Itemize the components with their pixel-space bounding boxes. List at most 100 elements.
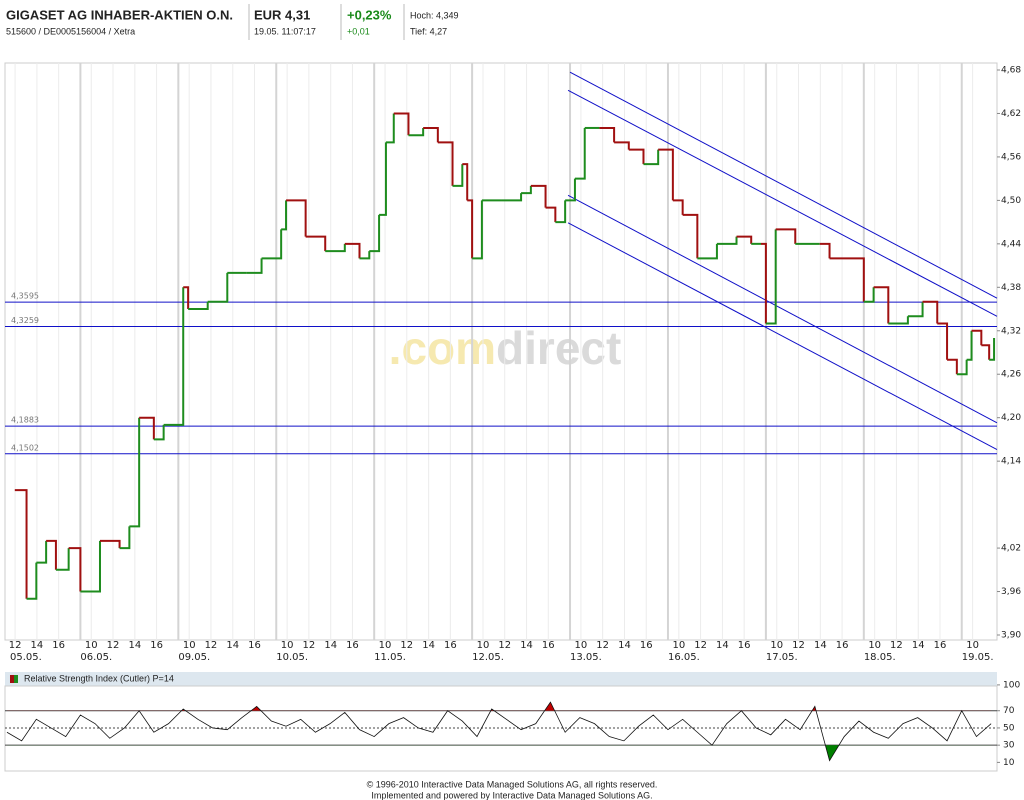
x-tick-label: 10	[770, 640, 783, 651]
trend-line	[567, 222, 998, 451]
price-step	[775, 228, 797, 244]
x-tick-label: 12	[400, 640, 413, 651]
date-label: 16.05.	[668, 652, 700, 663]
y-tick-label: 4,14	[1001, 457, 1021, 467]
price-step	[956, 359, 968, 376]
price-step	[981, 344, 991, 360]
price-step	[530, 184, 547, 208]
price-step	[599, 126, 616, 143]
price-step	[819, 242, 831, 259]
x-tick-label: 16	[150, 640, 163, 651]
price: EUR 4,31	[254, 7, 310, 22]
y-tick-label: 4,20	[1001, 413, 1021, 423]
price-step	[873, 286, 890, 324]
x-tick-label: 10	[183, 640, 196, 651]
support-label: 4,3259	[11, 316, 39, 325]
price-step	[207, 272, 229, 303]
price-step	[658, 148, 674, 201]
rsi-plot-frame	[4, 685, 998, 772]
price-step	[472, 200, 483, 260]
price-step	[325, 243, 346, 253]
date-label: 10.05.	[276, 652, 308, 663]
y-tick-label: 4,02	[1001, 544, 1021, 554]
x-tick-label: 14	[324, 640, 337, 651]
y-tick-label: 50	[1003, 723, 1015, 733]
price-step	[971, 329, 983, 346]
price-step	[36, 540, 48, 564]
day-high: Hoch: 4,349	[410, 10, 459, 20]
support-label: 4,1502	[11, 443, 39, 452]
price-step	[46, 539, 57, 570]
x-tick-label: 14	[520, 640, 533, 651]
x-tick-label: 10	[868, 640, 881, 651]
rsi-header-bar	[5, 672, 997, 686]
price-step	[163, 287, 185, 426]
price-step	[462, 163, 469, 201]
y-tick-label: 70	[1003, 706, 1015, 716]
price-step	[555, 200, 567, 224]
x-tick-label: 16	[640, 640, 653, 651]
price-step	[188, 301, 209, 311]
date-label: 17.05.	[766, 652, 798, 663]
rsi-line	[6, 701, 992, 762]
x-tick-label: 16	[346, 640, 359, 651]
y-tick-label: 3,96	[1001, 587, 1021, 597]
price-step	[467, 199, 474, 259]
x-tick-label: 16	[248, 640, 261, 651]
x-tick-label: 16	[542, 640, 555, 651]
y-tick-label: 4,56	[1001, 152, 1021, 162]
price-step	[452, 164, 464, 187]
date-label: 12.05.	[472, 652, 504, 663]
price-step	[682, 213, 699, 259]
y-tick-label: 30	[1003, 741, 1015, 751]
price-step	[501, 193, 523, 202]
x-tick-label: 10	[672, 640, 685, 651]
x-tick-label: 12	[498, 640, 511, 651]
price-step	[989, 338, 996, 361]
price-step	[937, 322, 949, 360]
price-step	[966, 330, 973, 361]
y-tick-label: 4,38	[1001, 283, 1021, 293]
y-tick-label: 4,32	[1001, 326, 1021, 336]
date-label: 06.05.	[80, 652, 112, 663]
price-step	[344, 242, 361, 259]
rsi-icon	[10, 675, 14, 683]
x-tick-label: 12	[694, 640, 707, 651]
x-tick-label: 14	[618, 640, 631, 651]
watermark-part: .com	[389, 322, 496, 374]
x-tick-label: 14	[422, 640, 435, 651]
price-step	[565, 178, 576, 202]
price-step	[922, 300, 939, 324]
price-step	[888, 316, 909, 325]
price-step	[119, 526, 131, 550]
trend-line	[569, 71, 998, 299]
price-plot-frame	[4, 62, 998, 641]
price-step	[765, 229, 777, 325]
rsi-title: Relative Strength Index (Cutler) P=14	[24, 673, 174, 683]
price-step	[68, 547, 82, 592]
support-label: 4,3595	[11, 292, 39, 301]
trend-line	[567, 89, 998, 317]
date-label: 13.05.	[570, 652, 602, 663]
x-tick-label: 12	[9, 640, 22, 651]
stock-identifier: 515600 / DE0005156004 / Xetra	[6, 26, 135, 36]
price-step	[863, 287, 875, 303]
price-step	[643, 149, 660, 166]
price-step	[183, 286, 190, 310]
x-tick-label: 16	[934, 640, 947, 651]
price-step	[139, 416, 155, 440]
price-step	[672, 199, 684, 215]
price-step	[947, 358, 958, 375]
x-tick-label: 14	[226, 640, 239, 651]
price-step	[393, 112, 410, 136]
y-tick-label: 4,62	[1001, 109, 1021, 119]
price-step	[829, 257, 865, 302]
price-step	[26, 562, 38, 600]
watermark: .comdirect	[389, 322, 622, 374]
y-tick-label: 4,50	[1001, 196, 1021, 206]
price-step	[129, 417, 141, 528]
date-label: 05.05.	[10, 652, 42, 663]
x-tick-label: 14	[912, 640, 925, 651]
x-tick-label: 12	[792, 640, 805, 651]
price-step	[697, 243, 718, 260]
